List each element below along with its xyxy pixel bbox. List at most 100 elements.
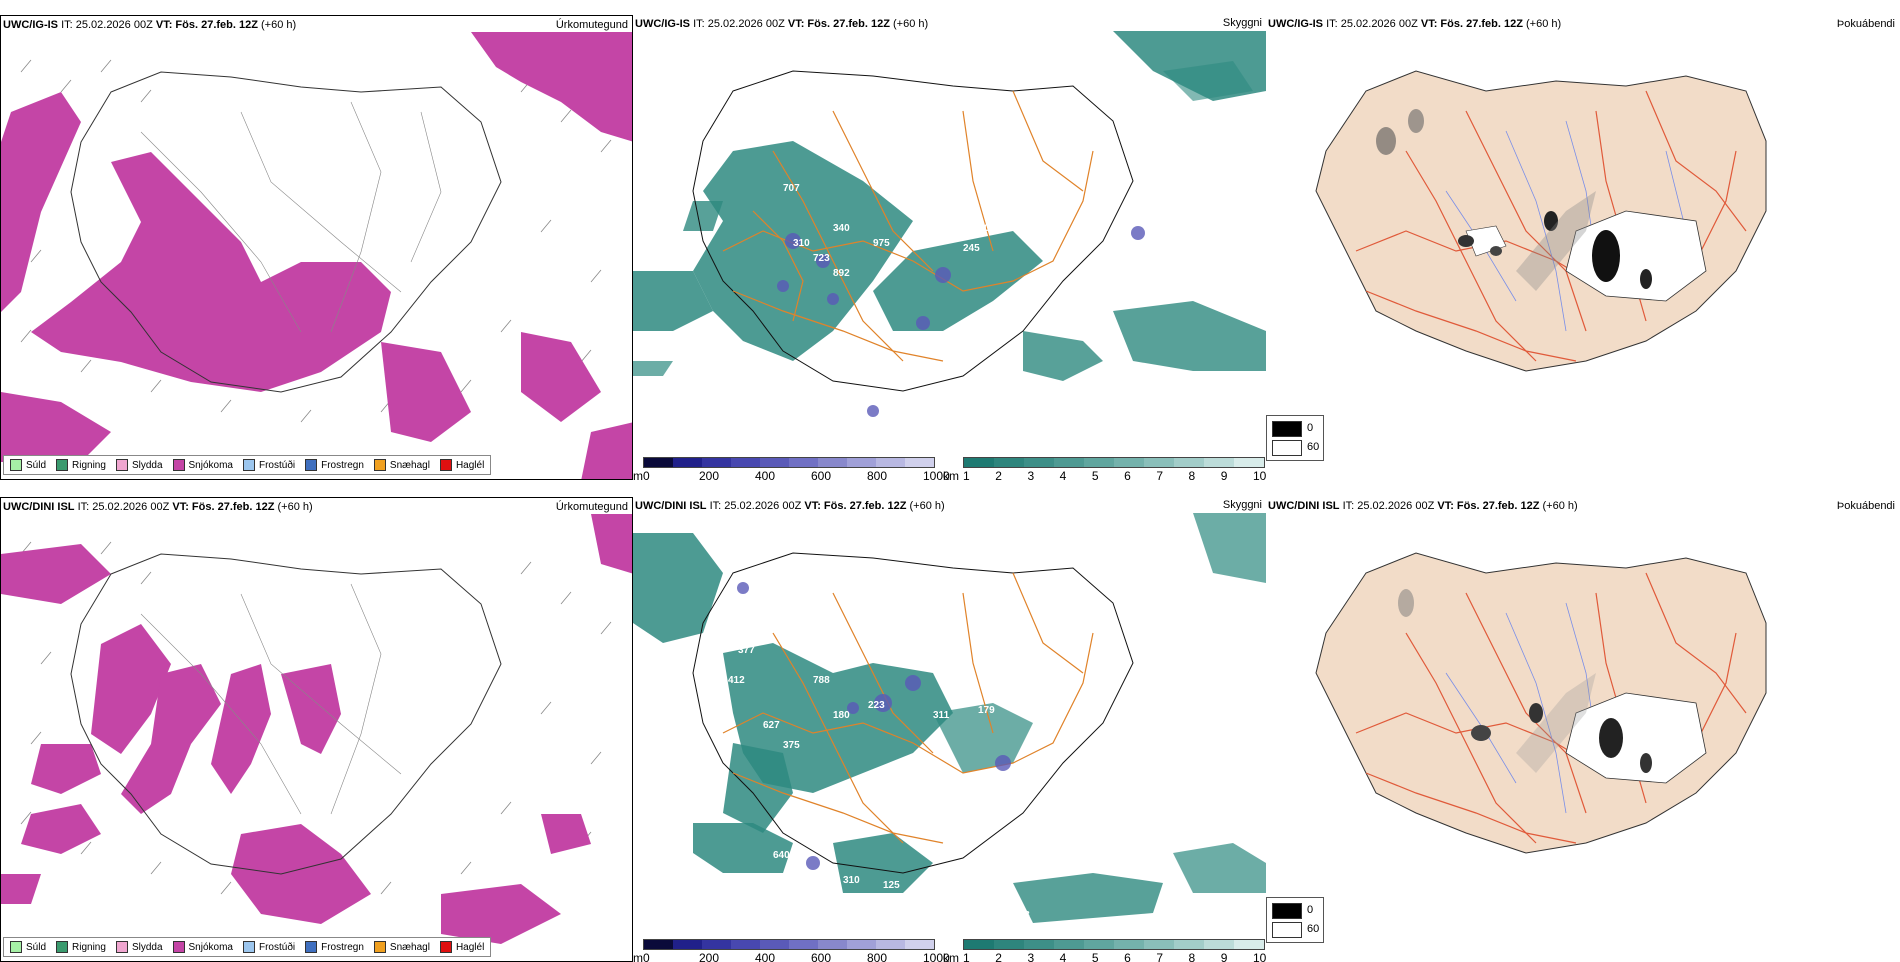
legend-swatch <box>439 941 452 953</box>
colorbar-tick-label: 10 <box>1253 469 1266 480</box>
colorbar-block <box>1174 458 1204 467</box>
legend-label: Frostúði <box>258 941 296 953</box>
fog-map <box>1315 552 1767 854</box>
cloud-base-label: 640 <box>773 850 790 861</box>
legend-label: Frostregn <box>321 459 364 471</box>
colorbar-block <box>1024 940 1054 949</box>
colorbar-block <box>1204 458 1234 467</box>
legend-swatch <box>373 941 386 953</box>
cloud-base-colorbar: m 0 200 400 600 800 1000 <box>633 455 950 480</box>
panel-header: UWC/IG-IS IT: 25.02.2026 00Z VT: Fös. 27… <box>635 18 929 30</box>
colorbar-tick-label: 5 <box>1091 469 1099 480</box>
cloud-base-label: 245 <box>963 243 980 254</box>
colorbar-tick-label: 400 <box>755 469 776 480</box>
colorbar-block <box>847 458 876 467</box>
cloud-base-label: 311 <box>933 710 950 721</box>
precip-legend-item: Rigning <box>56 459 106 471</box>
colorbar-block <box>1114 940 1144 949</box>
colorbar-block <box>1234 458 1264 467</box>
colorbar-block <box>1084 458 1114 467</box>
colorbar-tick-label: 1 <box>963 469 970 480</box>
cloud-base-label: 340 <box>833 223 850 234</box>
cloud-base-label: 975 <box>873 238 890 249</box>
colorbar-tick-label: 200 <box>699 951 720 962</box>
panel-type-label: Úrkomutegund <box>555 501 628 513</box>
cloud-visibility-panel-top: UWC/IG-IS IT: 25.02.2026 00Z VT: Fös. 27… <box>633 15 1266 480</box>
cloud-base-label: 728 <box>1013 910 1030 921</box>
legend-label: Haglél <box>455 459 485 471</box>
colorbar-block <box>1174 940 1204 949</box>
legend-label: Súld <box>26 459 47 471</box>
precip-legend-item: Snæhagl <box>373 941 430 953</box>
colorbar-unit: km <box>943 951 959 962</box>
cloud-base-label: 180 <box>833 710 850 721</box>
panel-header: UWC/DINI ISL IT: 25.02.2026 00Z VT: Fös.… <box>3 501 313 513</box>
colorbar-block <box>1054 940 1084 949</box>
legend-swatch <box>305 941 318 953</box>
colorbar-block <box>1024 458 1054 467</box>
cloud-base-label: 179 <box>978 705 995 716</box>
colorbar-tick-label: 3 <box>1027 951 1035 962</box>
colorbar-block <box>789 940 818 949</box>
precip-type-legend: Súld Rigning Slydda Snjókoma Frostúði Frostre… <box>3 455 492 475</box>
colorbar-block <box>1144 458 1174 467</box>
colorbar-block <box>905 940 934 949</box>
colorbar-tick-label: 800 <box>867 469 888 480</box>
precip-map <box>1 32 632 479</box>
panel-type-label: Úrkomutegund <box>555 19 628 31</box>
colorbar-tick-label: 7 <box>1156 951 1164 962</box>
legend-label: Frostúði <box>258 459 296 471</box>
colorbar-block <box>702 458 731 467</box>
colorbar-block <box>964 940 994 949</box>
colorbar-block <box>760 940 789 949</box>
colorbar-block <box>673 940 702 949</box>
legend-swatch <box>115 459 128 471</box>
panel-type-label: Skyggni <box>1222 17 1262 29</box>
precip-legend-item: Snjókoma <box>172 459 233 471</box>
precip-legend-item: Rigning <box>56 941 106 953</box>
panel-type-label: Þokuábendi <box>1836 500 1895 512</box>
legend-swatch <box>373 459 386 471</box>
legend-swatch <box>115 941 128 953</box>
cloud-base-label: 997 <box>733 358 750 369</box>
fog-legend: 0 60 <box>1266 897 1324 943</box>
panel-type-label: Þokuábendi <box>1836 18 1895 30</box>
colorbar-tick-label: 4 <box>1059 951 1067 962</box>
colorbar-tick-label: 400 <box>755 951 776 962</box>
colorbar-block <box>994 940 1024 949</box>
fog-indicator-panel-bottom: UWC/DINI ISL IT: 25.02.2026 00Z VT: Fös.… <box>1266 497 1899 962</box>
precip-legend-item: Súld <box>10 941 46 953</box>
colorbar-block <box>731 940 760 949</box>
colorbar-tick-label: 0 <box>643 469 650 480</box>
precip-legend-item: Snjókoma <box>172 941 233 953</box>
visibility-colorbar: km 1 2 3 4 5 6 7 8 9 10 <box>943 455 1266 480</box>
colorbar-tick-label: 6 <box>1124 951 1131 962</box>
cloud-base-label: 223 <box>868 700 885 711</box>
cloud-base-label: 310 <box>793 238 810 249</box>
legend-label: Rigning <box>72 459 106 471</box>
fog-map <box>1315 70 1767 372</box>
fog-legend: 0 60 <box>1266 415 1324 461</box>
cloud-base-label: 707 <box>783 183 800 194</box>
colorbar-block <box>1114 458 1144 467</box>
legend-swatch <box>10 459 22 471</box>
panel-header: UWC/DINI ISL IT: 25.02.2026 00Z VT: Fös.… <box>635 500 945 512</box>
colorbar-block <box>1234 940 1264 949</box>
cloud-base-label: 125 <box>883 880 900 891</box>
colorbar-block <box>847 940 876 949</box>
colorbar-block <box>905 458 934 467</box>
cloud-base-label: 310 <box>843 875 860 886</box>
cloud-base-label: 964 <box>998 408 1015 419</box>
precip-legend-item: Haglél <box>439 941 484 953</box>
precip-legend-item: Frostúði <box>242 941 296 953</box>
cloud-base-label: 788 <box>813 675 830 686</box>
cloud-base-label: 723 <box>813 253 830 264</box>
legend-swatch <box>56 459 69 471</box>
legend-swatch <box>56 941 69 953</box>
panel-type-label: Skyggni <box>1222 499 1262 511</box>
precip-legend-item: Snæhagl <box>373 459 430 471</box>
colorbar-tick-label: 8 <box>1188 951 1196 962</box>
colorbar-tick-label: 1000 <box>923 469 950 480</box>
legend-label: Snjókoma <box>188 459 233 471</box>
legend-label: Slydda <box>131 941 163 953</box>
